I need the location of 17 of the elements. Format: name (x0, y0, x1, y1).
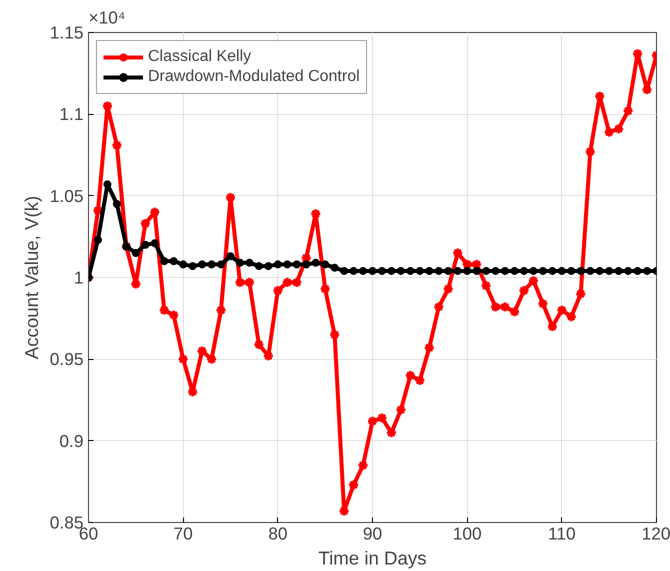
y-axis-title: Account Value, V(k) (20, 196, 42, 360)
x-tick-label: 110 (548, 524, 576, 544)
legend-label: Drawdown-Modulated Control (148, 68, 360, 86)
y-tick-label: 0.9 (59, 430, 84, 451)
text: ×10⁴ (88, 8, 126, 28)
x-tick-label: 120 (642, 524, 670, 544)
y-tick-label: 0.95 (50, 349, 84, 370)
x-axis-title: Time in Days (318, 548, 427, 568)
y-tick-label: 1.1 (59, 104, 84, 124)
x-tick-label: 90 (362, 524, 382, 544)
legend-label: Classical Kelly (148, 48, 252, 66)
y-tick-label: 1 (74, 268, 84, 288)
y-tick-label: 1.05 (50, 186, 84, 206)
x-tick-label: 70 (174, 524, 193, 544)
x-tick-label: 80 (268, 524, 288, 544)
x-tick-label: 100 (452, 524, 482, 544)
y-tick-label: 1.15 (50, 22, 84, 42)
